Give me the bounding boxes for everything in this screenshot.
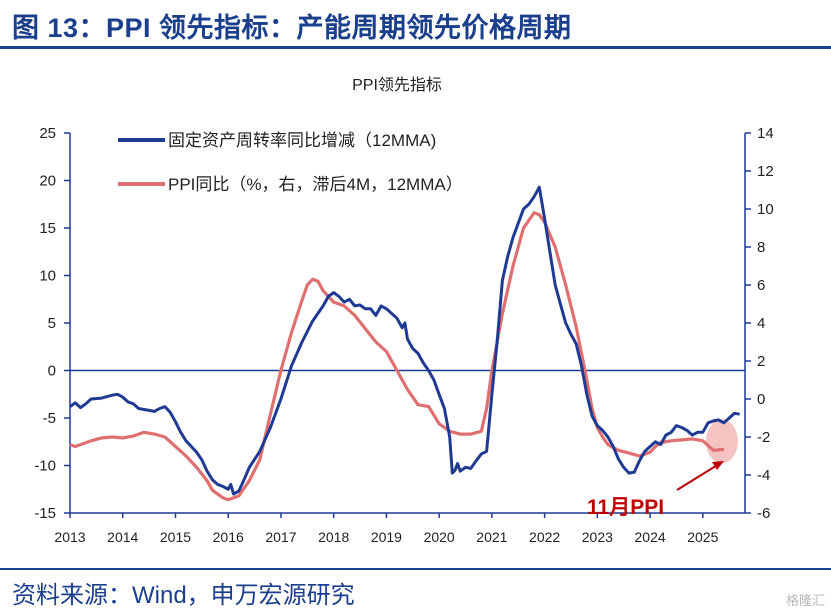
y-right-tick-label: 12 [757, 163, 774, 180]
series-lines [69, 185, 740, 502]
y-left-tick-label: -5 [43, 410, 56, 427]
y-left-tick-label: 25 [39, 125, 56, 142]
ppi-highlight-ellipse [705, 419, 738, 464]
y-right-tick-label: 0 [757, 391, 765, 408]
chart: PPI领先指标 2520151050-5-10-1514121086420-2-… [34, 76, 773, 545]
y-left-tick-label: -10 [34, 458, 56, 475]
annotation-arrow-head [712, 461, 724, 470]
chart-title: PPI领先指标 [352, 76, 442, 94]
y-left-tick-label: 5 [48, 315, 56, 332]
y-left-tick-label: -15 [34, 505, 56, 522]
annotation: 11月PPI [587, 461, 724, 519]
y-right-tick-label: -4 [757, 467, 770, 484]
legend-label-series2: PPI同比（%，右，滞后4M，12MMA） [168, 175, 463, 194]
y-right-tick-label: -2 [757, 429, 770, 446]
source-note: 资料来源：Wind，申万宏源研究 [12, 582, 355, 609]
y-left-tick-label: 0 [48, 363, 56, 380]
series-line-asset-turnover [69, 185, 740, 496]
y-right-tick-label: 10 [757, 201, 774, 218]
x-tick-label: 2023 [582, 529, 613, 545]
x-tick-label: 2016 [213, 529, 244, 545]
y-right-tick-label: 2 [757, 353, 765, 370]
header: 图 13：PPI 领先指标：产能周期领先价格周期 [0, 0, 831, 46]
x-tick-label: 2015 [160, 529, 191, 545]
x-tick-label: 2024 [635, 529, 666, 545]
annotation-label: 11月PPI [587, 496, 664, 519]
x-tick-label: 2014 [107, 529, 138, 545]
legend-label-series1: 固定资产周转率同比增减（12MMA) [168, 131, 436, 150]
x-tick-label: 2017 [265, 529, 296, 545]
y-left-tick-label: 15 [39, 220, 56, 237]
watermark: 格隆汇 [785, 593, 825, 608]
y-right-tick-label: -6 [757, 505, 770, 522]
x-tick-label: 2019 [371, 529, 402, 545]
series-line-ppi [69, 211, 725, 502]
y-right-tick-label: 4 [757, 315, 765, 332]
y-right-tick-label: 8 [757, 239, 765, 256]
annotation-arrow [676, 463, 720, 491]
x-tick-label: 2018 [318, 529, 349, 545]
x-tick-label: 2022 [529, 529, 560, 545]
figure-title: 图 13：PPI 领先指标：产能周期领先价格周期 [12, 13, 572, 43]
header-rule [0, 46, 831, 49]
legend: 固定资产周转率同比增减（12MMA) PPI同比（%，右，滞后4M，12MMA） [118, 131, 463, 194]
x-tick-label: 2025 [687, 529, 718, 545]
footer-rule [0, 568, 831, 570]
y-right-tick-label: 6 [757, 277, 765, 294]
x-tick-label: 2013 [54, 529, 85, 545]
highlight [705, 419, 738, 464]
y-right-tick-label: 14 [757, 125, 774, 142]
y-left-tick-label: 10 [39, 268, 56, 285]
y-left-tick-label: 20 [39, 173, 56, 190]
x-tick-label: 2020 [424, 529, 455, 545]
x-tick-label: 2021 [476, 529, 507, 545]
